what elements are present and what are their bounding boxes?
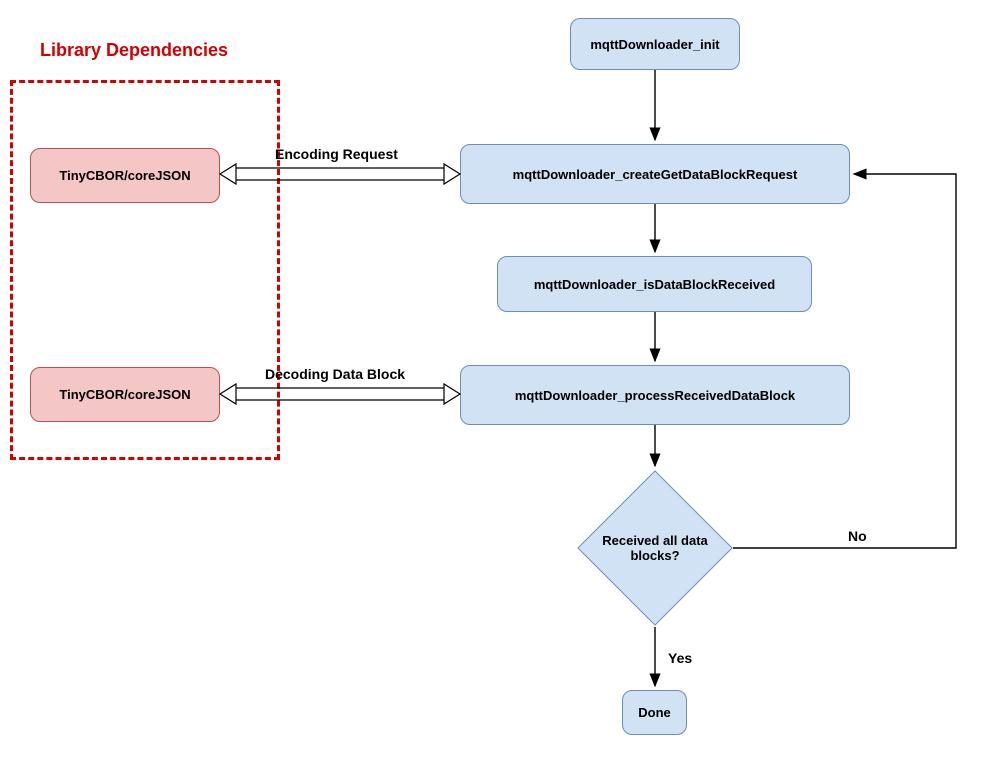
node-tinycbor-2: TinyCBOR/coreJSON	[30, 367, 220, 422]
label-yes: Yes	[668, 650, 692, 666]
node-done: Done	[622, 690, 687, 735]
node-process-block: mqttDownloader_processReceivedDataBlock	[460, 365, 850, 425]
node-is-received: mqttDownloader_isDataBlockReceived	[497, 256, 812, 312]
edge-decision-no-loop	[733, 174, 956, 548]
label-encoding: Encoding Request	[275, 146, 398, 162]
node-init: mqttDownloader_init	[570, 18, 740, 70]
deps-title: Library Dependencies	[40, 40, 228, 61]
label-decoding: Decoding Data Block	[265, 366, 405, 382]
decision-diamond	[577, 470, 733, 626]
node-create-request: mqttDownloader_createGetDataBlockRequest	[460, 144, 850, 204]
label-no: No	[848, 528, 867, 544]
node-tinycbor-1: TinyCBOR/coreJSON	[30, 148, 220, 203]
